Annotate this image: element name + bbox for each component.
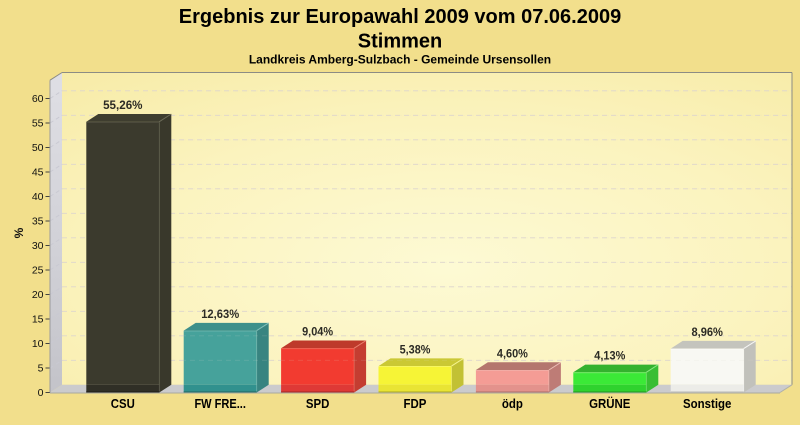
svg-text:55,26%: 55,26% [103, 100, 142, 112]
svg-text:9,04%: 9,04% [302, 327, 333, 339]
svg-text:50: 50 [32, 142, 44, 154]
svg-text:Stimmen: Stimmen [358, 31, 442, 53]
svg-text:%: % [12, 227, 26, 238]
svg-text:4,60%: 4,60% [497, 348, 528, 360]
svg-text:5,38%: 5,38% [400, 344, 431, 356]
svg-text:Sonstige: Sonstige [683, 396, 731, 411]
svg-text:0: 0 [38, 387, 44, 399]
svg-text:4,13%: 4,13% [594, 351, 625, 363]
svg-text:5: 5 [38, 363, 44, 375]
svg-text:25: 25 [32, 265, 44, 277]
svg-text:40: 40 [32, 191, 44, 203]
svg-text:45: 45 [32, 167, 44, 179]
svg-text:12,63%: 12,63% [201, 309, 239, 321]
svg-text:8,96%: 8,96% [691, 327, 723, 339]
svg-text:SPD: SPD [306, 396, 330, 411]
svg-text:10: 10 [32, 338, 44, 350]
svg-text:55: 55 [32, 118, 44, 130]
svg-text:ödp: ödp [502, 396, 523, 411]
svg-text:Landkreis Amberg-Sulzbach - Ge: Landkreis Amberg-Sulzbach - Gemeinde Urs… [249, 53, 551, 67]
svg-text:FW FRE...: FW FRE... [194, 396, 246, 411]
svg-text:15: 15 [32, 314, 44, 326]
svg-text:30: 30 [32, 240, 44, 252]
svg-text:GRÜNE: GRÜNE [589, 396, 631, 411]
svg-text:CSU: CSU [111, 396, 135, 411]
svg-text:60: 60 [32, 93, 44, 105]
svg-text:35: 35 [32, 216, 44, 228]
svg-text:20: 20 [32, 289, 44, 301]
svg-text:FDP: FDP [404, 396, 427, 411]
svg-text:Ergebnis zur Europawahl 2009 v: Ergebnis zur Europawahl 2009 vom 07.06.2… [179, 6, 621, 28]
